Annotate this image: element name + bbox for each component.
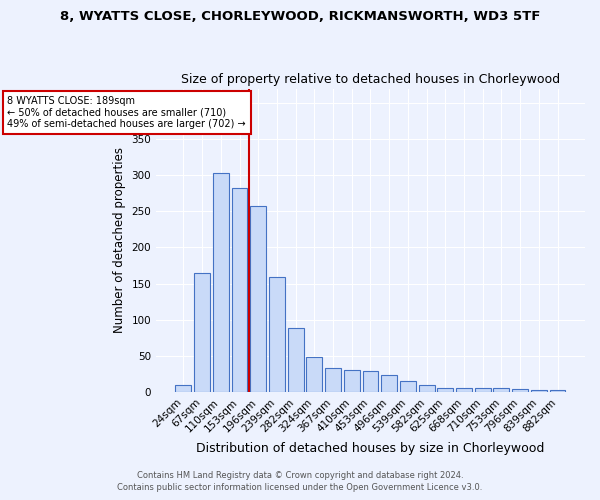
- Bar: [344, 370, 360, 392]
- Bar: [512, 389, 528, 392]
- Bar: [325, 368, 341, 392]
- Bar: [213, 173, 229, 392]
- Title: Size of property relative to detached houses in Chorleywood: Size of property relative to detached ho…: [181, 73, 560, 86]
- Bar: [175, 384, 191, 392]
- Bar: [194, 273, 210, 392]
- Bar: [307, 356, 322, 392]
- X-axis label: Distribution of detached houses by size in Chorleywood: Distribution of detached houses by size …: [196, 442, 545, 455]
- Bar: [381, 374, 397, 392]
- Bar: [437, 388, 453, 392]
- Bar: [232, 188, 247, 392]
- Text: Contains HM Land Registry data © Crown copyright and database right 2024.
Contai: Contains HM Land Registry data © Crown c…: [118, 471, 482, 492]
- Bar: [419, 386, 434, 392]
- Bar: [269, 277, 285, 392]
- Bar: [362, 371, 379, 392]
- Text: 8, WYATTS CLOSE, CHORLEYWOOD, RICKMANSWORTH, WD3 5TF: 8, WYATTS CLOSE, CHORLEYWOOD, RICKMANSWO…: [60, 10, 540, 23]
- Bar: [456, 388, 472, 392]
- Bar: [287, 328, 304, 392]
- Bar: [400, 381, 416, 392]
- Bar: [493, 388, 509, 392]
- Bar: [531, 390, 547, 392]
- Text: 8 WYATTS CLOSE: 189sqm
← 50% of detached houses are smaller (710)
49% of semi-de: 8 WYATTS CLOSE: 189sqm ← 50% of detached…: [7, 96, 246, 129]
- Bar: [550, 390, 565, 392]
- Y-axis label: Number of detached properties: Number of detached properties: [113, 148, 126, 334]
- Bar: [250, 206, 266, 392]
- Bar: [475, 388, 491, 392]
